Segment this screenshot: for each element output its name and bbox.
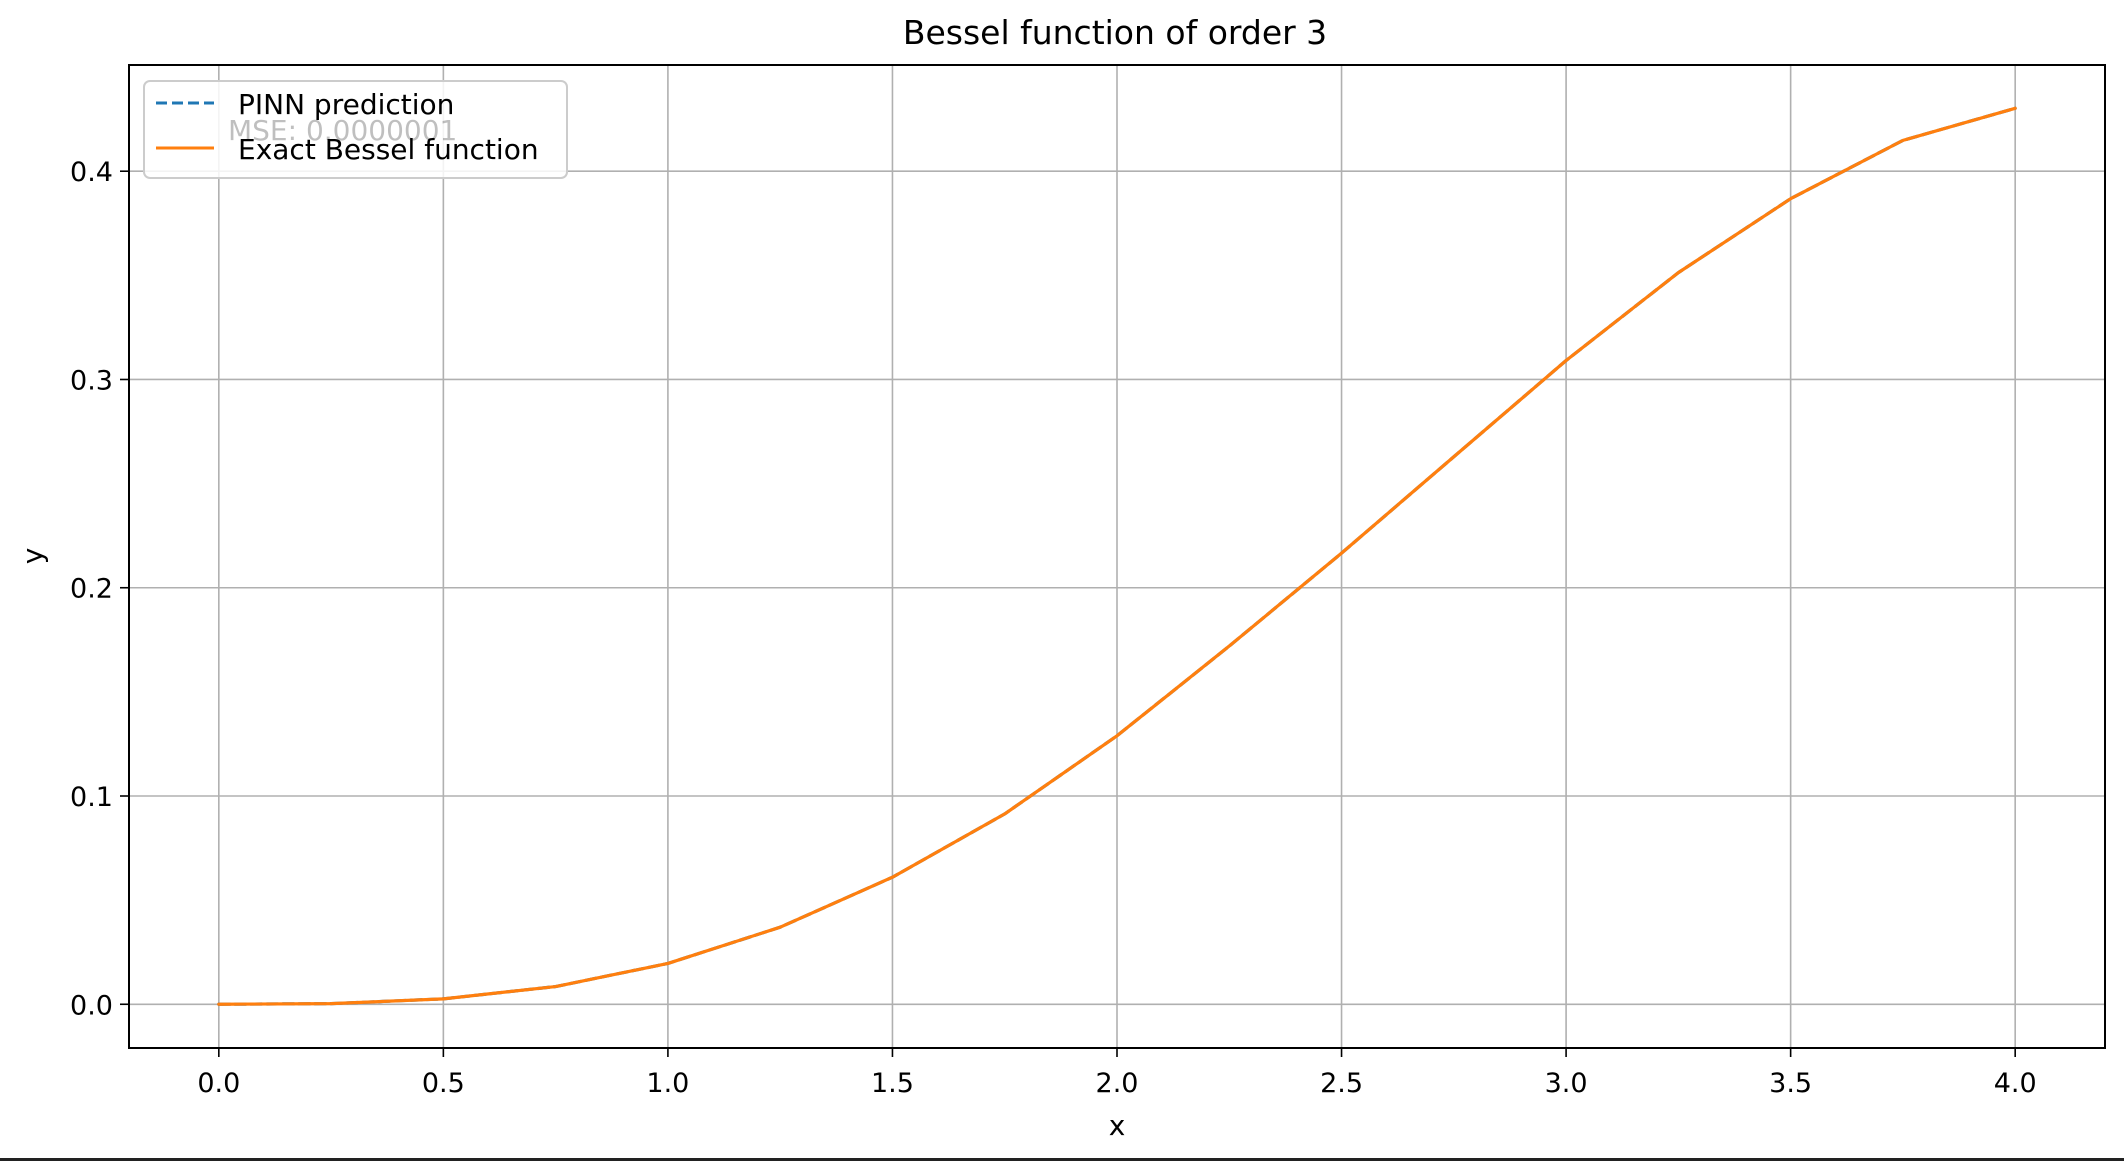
axis-ticks: 0.0 0.5 1.0 1.5 2.0 2.5 3.0 3.5 4.0 0.0 0.1 0.2 0.3 0… <box>70 157 2037 1099</box>
legend-label-pinn: PINN prediction <box>238 88 454 121</box>
x-tick-label: 2.5 <box>1320 1068 1363 1099</box>
legend-box <box>143 80 568 179</box>
series-line-exact-bessel <box>217 106 2017 1006</box>
x-tick-label: 4.0 <box>1994 1068 2037 1099</box>
legend: PINN prediction Exact Bessel function <box>143 80 568 179</box>
grid <box>129 65 2105 1048</box>
y-tick-label: 0.4 <box>70 157 113 188</box>
y-tick-label: 0.0 <box>70 990 113 1021</box>
y-tick-label: 0.1 <box>70 782 113 813</box>
x-tick-label: 0.0 <box>197 1068 240 1099</box>
x-axis-label: x <box>1109 1109 1126 1142</box>
bottom-border <box>0 1158 2124 1161</box>
series-lines <box>217 106 2017 1006</box>
y-tick-label: 0.2 <box>70 574 113 605</box>
legend-label-exact: Exact Bessel function <box>238 133 539 166</box>
x-tick-label: 3.5 <box>1769 1068 1812 1099</box>
x-tick-label: 2.0 <box>1096 1068 1139 1099</box>
mse-annotation: MSE: 0.0000001 <box>228 114 457 147</box>
x-tick-label: 0.5 <box>422 1068 465 1099</box>
y-tick-label: 0.3 <box>70 365 113 396</box>
x-tick-label: 3.0 <box>1545 1068 1588 1099</box>
y-axis-label: y <box>16 548 49 565</box>
x-tick-label: 1.5 <box>871 1068 914 1099</box>
x-tick-label: 1.0 <box>646 1068 689 1099</box>
chart-title: Bessel function of order 3 <box>903 13 1327 52</box>
